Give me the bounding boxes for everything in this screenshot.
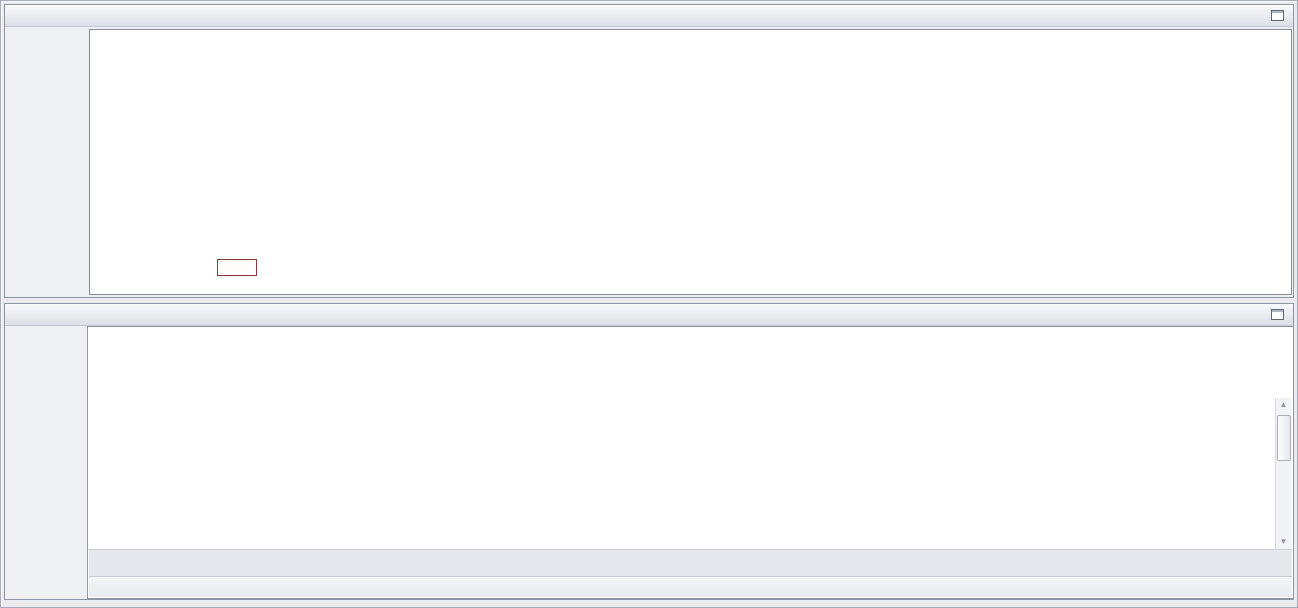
panel-window-button[interactable] bbox=[1271, 308, 1286, 321]
speed-tooltip bbox=[217, 259, 257, 276]
record-navigator bbox=[89, 576, 1292, 597]
record-counter bbox=[151, 577, 257, 597]
scroll-up-icon[interactable]: ▲ bbox=[1279, 400, 1288, 409]
vertical-scrollbar[interactable]: ▲ ▼ bbox=[1275, 398, 1291, 549]
restore-window-icon bbox=[1271, 309, 1284, 320]
speed-graphic-panel bbox=[4, 4, 1294, 298]
restore-window-icon bbox=[1271, 10, 1284, 21]
speed-line-plot bbox=[142, 44, 1289, 286]
route-report-table: ▲ ▼ bbox=[87, 326, 1294, 599]
panel-titlebar bbox=[5, 304, 1293, 326]
panel-window-button[interactable] bbox=[1271, 9, 1286, 22]
speed-chart bbox=[89, 29, 1292, 295]
table-body bbox=[88, 398, 1274, 549]
panel-titlebar bbox=[5, 5, 1293, 27]
summary-row bbox=[89, 549, 1292, 576]
scrollbar-thumb[interactable] bbox=[1277, 415, 1291, 461]
scroll-down-icon[interactable]: ▼ bbox=[1279, 537, 1288, 546]
route-report-panel: ▲ ▼ bbox=[4, 303, 1294, 600]
